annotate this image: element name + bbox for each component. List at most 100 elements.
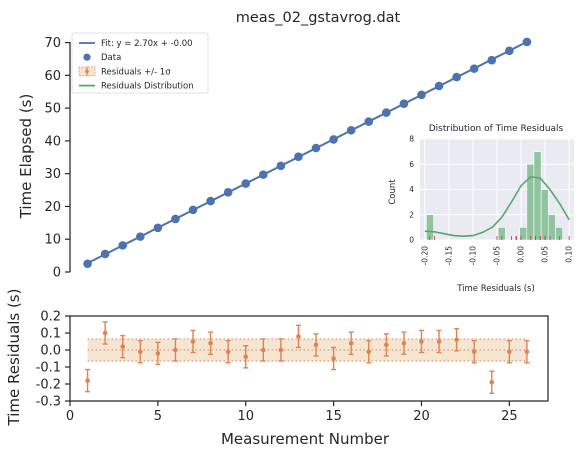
- residual-point: [225, 349, 231, 355]
- data-point: [417, 90, 426, 100]
- histogram-bar: [526, 163, 535, 241]
- inset-y-tick-label: 4: [409, 185, 414, 194]
- main-y-tick-label: 70: [44, 36, 61, 51]
- data-point: [364, 117, 374, 126]
- residual-x-tick-label: 15: [325, 409, 342, 424]
- residual-point: [120, 344, 126, 349]
- residual-point: [173, 347, 178, 353]
- residual-y-tick-label: 0.2: [40, 310, 61, 325]
- histogram-bar: [548, 214, 556, 241]
- main-plot-area: [83, 37, 532, 269]
- inset-y-tick-label: 2: [409, 210, 414, 219]
- residual-x-tick-label: 10: [237, 409, 254, 424]
- residual-y-tick-label: -0.3: [36, 395, 61, 410]
- data-point: [346, 125, 356, 135]
- inset-x-axis-label: Time Residuals (s): [456, 284, 535, 294]
- data-point: [223, 188, 233, 197]
- residual-y-tick-label: 0.0: [40, 344, 61, 359]
- residual-point: [313, 342, 319, 348]
- residual-y-tick-label: -0.1: [36, 361, 61, 376]
- data-point: [399, 99, 409, 109]
- inset-x-tick-label: 0.00: [517, 246, 526, 263]
- residual-point: [507, 349, 512, 355]
- residual-point: [454, 337, 459, 343]
- inset-x-tick-label: -0.05: [493, 246, 502, 266]
- residual-plot-area: [85, 321, 530, 395]
- legend-items: Fit: y = 2.70x + -0.00 Data Residuals +/- …: [78, 39, 194, 92]
- data-point: [153, 223, 163, 233]
- residual-x-tick-label: 20: [413, 409, 430, 424]
- legend: Fit: y = 2.70x + -0.00 Data Residuals +/- …: [71, 32, 209, 94]
- inset-y-axis-label: Count: [388, 179, 398, 205]
- residual-point: [401, 340, 407, 346]
- data-point: [259, 170, 268, 179]
- data-point: [294, 152, 303, 161]
- main-y-tick-label: 60: [44, 69, 61, 84]
- data-point: [83, 259, 92, 269]
- residual-x-tick-label: 25: [501, 409, 518, 424]
- residual-point: [190, 339, 196, 344]
- residual-point: [348, 340, 354, 346]
- residual-point: [489, 380, 495, 385]
- residual-point: [137, 349, 143, 355]
- inset-x-tick-label: -0.15: [444, 246, 453, 266]
- histogram-bar: [555, 227, 563, 241]
- data-point: [452, 72, 461, 82]
- data-point: [469, 64, 479, 73]
- residual-point: [102, 330, 108, 336]
- legend-errorbar-point: [85, 69, 89, 74]
- inset-x-tick-label: 0.05: [541, 246, 550, 263]
- inset-title: Distribution of Time Residuals: [429, 124, 564, 134]
- residual-y-tick-label: 0.1: [40, 327, 61, 342]
- histogram-bar: [533, 151, 542, 241]
- legend-label: Residuals Distribution: [101, 82, 194, 92]
- residual-point: [384, 342, 389, 348]
- residual-point: [471, 349, 477, 355]
- sigma-band: [87, 338, 527, 362]
- data-point: [188, 205, 198, 215]
- kde-curve: [424, 176, 570, 238]
- residual-point: [524, 349, 530, 355]
- inset-x-tick-label: -0.10: [468, 246, 477, 266]
- data-point: [135, 232, 145, 241]
- data-point: [522, 37, 532, 47]
- data-point: [206, 196, 215, 206]
- data-point: [329, 135, 338, 144]
- legend-frame: [71, 32, 209, 94]
- histogram-bar: [540, 189, 549, 241]
- main-y-tick-label: 30: [44, 167, 61, 182]
- main-y-tick-label: 0: [53, 266, 61, 281]
- chart-title: meas_02_gstavrog.dat: [236, 10, 401, 26]
- main-axes: 0 10 20 30 40 50 60 70: [44, 36, 71, 281]
- data-point: [276, 161, 286, 171]
- residual-x-tick-label: 5: [154, 409, 162, 424]
- residual-point: [436, 339, 442, 344]
- inset-y-tick-label: 6: [409, 160, 414, 169]
- main-y-axis-label: Time Elapsed (s): [17, 94, 35, 220]
- inset-x-tick-label: 0.10: [565, 246, 574, 263]
- data-point: [171, 214, 180, 224]
- data-point: [118, 241, 128, 250]
- residual-point: [331, 356, 336, 361]
- data-point: [241, 179, 251, 188]
- data-point: [434, 81, 444, 91]
- residual-axes: 0 5 10 15 20 25 -0.3 -0.2 -0.1 0.0 0.1 0.2: [36, 310, 549, 424]
- legend-point-swatch: [83, 53, 91, 61]
- residual-point: [366, 349, 372, 355]
- legend-label: Residuals +/- 1σ: [101, 67, 171, 77]
- data-point: [487, 55, 497, 65]
- main-y-tick-label: 10: [44, 233, 61, 248]
- residual-x-tick-label: 0: [66, 409, 74, 424]
- data-point: [505, 46, 514, 56]
- residual-frame: [69, 315, 549, 402]
- legend-label: Data: [101, 53, 121, 63]
- inset-y-tick-label: 0: [409, 236, 414, 245]
- residual-y-tick-label: -0.2: [36, 378, 61, 393]
- residual-point: [155, 351, 161, 356]
- main-y-tick-label: 50: [44, 102, 61, 117]
- residual-point: [278, 347, 284, 353]
- data-point: [311, 143, 321, 153]
- main-y-tick-label: 20: [44, 200, 61, 215]
- main-y-tick-label: 40: [44, 134, 61, 149]
- residual-x-axis-label: Measurement Number: [221, 430, 390, 448]
